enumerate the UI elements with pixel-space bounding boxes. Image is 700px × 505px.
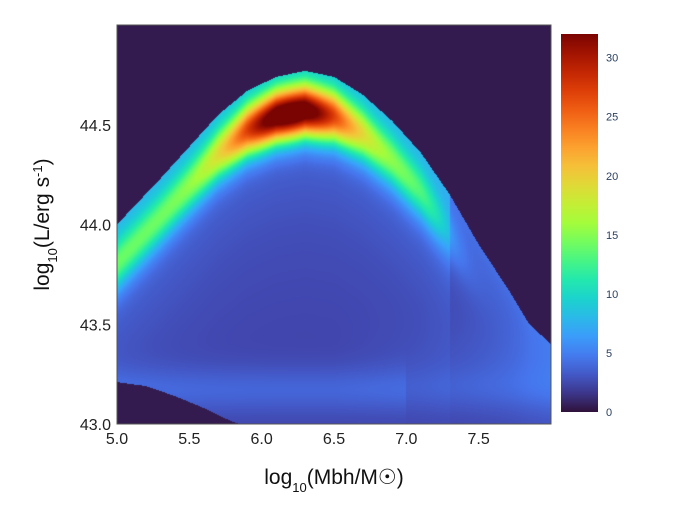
y-axis: 43.0 43.5 44.0 44.5 [80,118,111,434]
colorbar-tick-label: 30 [606,53,618,65]
y-axis-title: log10(L/erg s-1) [30,158,60,290]
y-tick-label: 44.0 [80,218,111,235]
y-axis-title-subscript: 10 [45,248,60,262]
heatmap-image[interactable] [117,25,551,424]
colorbar: 0 5 10 15 20 25 30 [561,34,618,419]
y-tick-label: 43.0 [80,417,111,434]
x-tick-label: 5.0 [106,431,128,448]
x-tick-label: 6.5 [323,431,345,448]
colorbar-tick-label: 5 [606,348,612,360]
colorbar-ticks: 0 5 10 15 20 25 30 [606,53,618,419]
plot-area[interactable] [117,25,551,424]
x-tick-label: 5.5 [178,431,200,448]
x-tick-label: 6.0 [251,431,273,448]
y-axis-title-superscript: -1 [30,165,45,177]
x-axis-title-subscript: 10 [292,480,306,495]
y-tick-label: 43.5 [80,317,111,334]
y-tick-label: 44.5 [80,118,111,135]
colorbar-tick-label: 20 [606,171,618,183]
colorbar-tick-label: 15 [606,230,618,242]
x-tick-label: 7.5 [468,431,490,448]
x-tick-label: 7.0 [395,431,417,448]
x-axis: 5.0 5.5 6.0 6.5 7.0 7.5 [106,431,490,448]
plot-frame [116,24,552,425]
x-axis-title: log10(Mbh/M☉) [264,466,404,495]
colorbar-tick-label: 25 [606,112,618,124]
colorbar-gradient [561,34,598,412]
colorbar-tick-label: 0 [606,407,612,419]
colorbar-tick-label: 10 [606,289,618,301]
